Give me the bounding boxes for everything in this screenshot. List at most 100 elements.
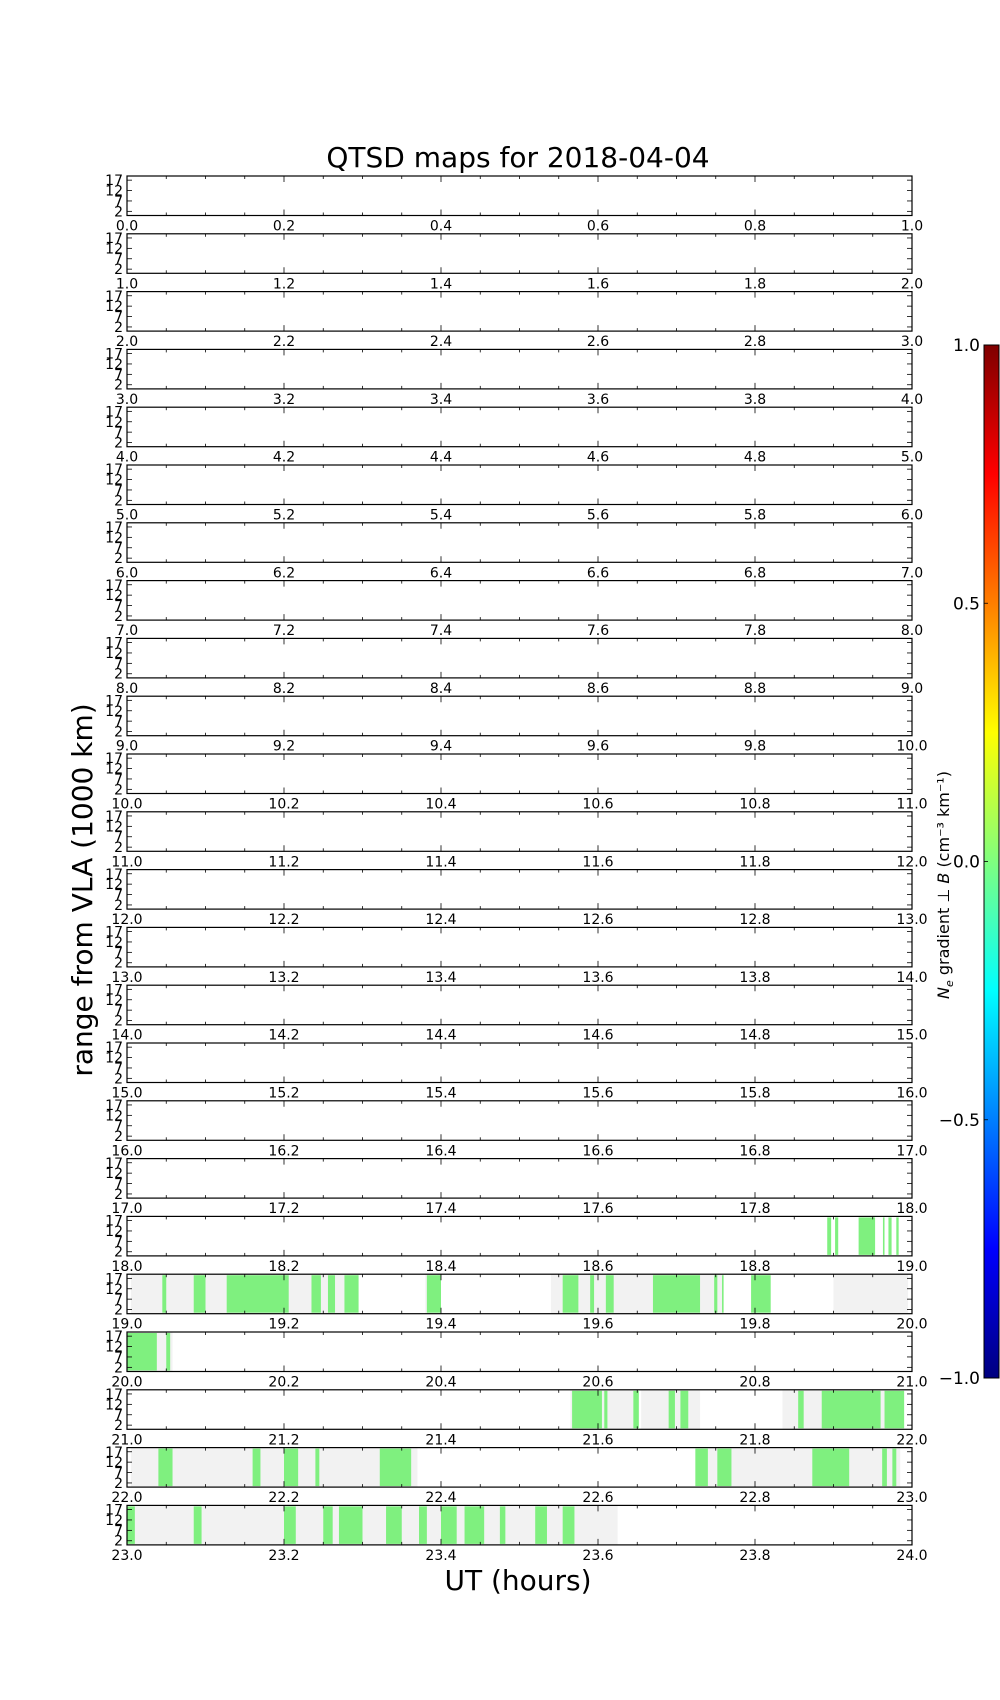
chart-title: QTSD maps for 2018-04-04 bbox=[326, 141, 709, 174]
y-tick-label: 2 bbox=[114, 320, 123, 336]
y-tick-label: 7 bbox=[114, 945, 123, 961]
x-tick-label: 13.0 bbox=[111, 970, 142, 986]
x-tick-label: 17.0 bbox=[896, 1143, 927, 1159]
panel-frame bbox=[126, 926, 913, 968]
panel-frame bbox=[126, 811, 913, 852]
x-tick-label: 9.0 bbox=[901, 681, 923, 697]
x-tick-label: 4.4 bbox=[430, 450, 452, 466]
y-tick-label: 12 bbox=[105, 704, 123, 720]
x-tick-label: 19.4 bbox=[425, 1317, 456, 1333]
y-tick-label: 2 bbox=[114, 1476, 123, 1492]
x-tick-label: 18.0 bbox=[896, 1201, 927, 1217]
x-tick-label: 8.8 bbox=[744, 681, 766, 697]
x-tick-label: 2.2 bbox=[273, 334, 295, 350]
x-tick-label: 23.0 bbox=[896, 1490, 927, 1506]
x-tick-label: 15.0 bbox=[111, 1086, 142, 1102]
x-tick-label: 9.0 bbox=[116, 739, 138, 755]
coverage-span bbox=[707, 1447, 901, 1488]
x-tick-label: 11.0 bbox=[896, 797, 927, 813]
x-tick-label: 6.0 bbox=[116, 565, 138, 581]
y-tick-label: 17 bbox=[105, 462, 123, 478]
y-tick-label: 17 bbox=[105, 1214, 123, 1230]
x-tick-label: 3.0 bbox=[116, 392, 138, 408]
y-tick-label: 12 bbox=[105, 1397, 123, 1413]
gradient-span bbox=[315, 1448, 320, 1487]
x-tick-label: 23.8 bbox=[739, 1548, 770, 1564]
x-tick-label: 6.4 bbox=[430, 565, 452, 581]
y-tick-label: 12 bbox=[105, 473, 123, 489]
gradient-span bbox=[892, 1448, 897, 1487]
x-tick-label: 12.2 bbox=[268, 912, 299, 928]
x-tick-label: 16.0 bbox=[896, 1086, 927, 1102]
y-tick-label: 17 bbox=[105, 578, 123, 594]
x-tick-label: 21.8 bbox=[739, 1432, 770, 1448]
y-tick-label: 12 bbox=[105, 1282, 123, 1298]
y-tick-label: 7 bbox=[114, 656, 123, 672]
y-tick-label: 2 bbox=[114, 1303, 123, 1319]
gradient-span bbox=[426, 1275, 441, 1313]
y-tick-label: 12 bbox=[105, 877, 123, 893]
x-tick-label: 7.0 bbox=[901, 565, 923, 581]
y-tick-label: 7 bbox=[114, 1466, 123, 1482]
y-tick-label: 12 bbox=[105, 1224, 123, 1240]
x-tick-label: 5.8 bbox=[744, 508, 766, 524]
y-tick-label: 17 bbox=[105, 636, 123, 652]
x-tick-label: 14.4 bbox=[425, 1028, 456, 1044]
colorbar-tick-label: 0.0 bbox=[953, 853, 980, 873]
x-tick-label: 12.0 bbox=[111, 912, 142, 928]
gradient-span bbox=[562, 1506, 575, 1544]
x-tick-label: 21.2 bbox=[268, 1432, 299, 1448]
x-tick-label: 10.0 bbox=[111, 797, 142, 813]
y-tick-label: 2 bbox=[114, 204, 123, 220]
y-tick-label: 12 bbox=[105, 184, 123, 200]
x-tick-label: 9.8 bbox=[744, 739, 766, 755]
x-tick-label: 11.4 bbox=[425, 854, 456, 870]
colorbar-label-e: e bbox=[943, 980, 956, 987]
y-tick-label: 17 bbox=[105, 867, 123, 883]
gradient-span bbox=[419, 1506, 427, 1544]
x-tick-label: 19.6 bbox=[582, 1317, 613, 1333]
gradient-span bbox=[464, 1506, 485, 1544]
x-tick-label: 15.2 bbox=[268, 1086, 299, 1102]
x-tick-label: 20.6 bbox=[582, 1375, 613, 1391]
gradient-span bbox=[821, 1390, 881, 1429]
x-tick-label: 10.2 bbox=[268, 797, 299, 813]
panel-frame bbox=[126, 1100, 913, 1141]
x-tick-label: 10.8 bbox=[739, 797, 770, 813]
x-tick-label: 16.2 bbox=[268, 1143, 299, 1159]
gradient-span bbox=[751, 1275, 771, 1313]
y-tick-label: 17 bbox=[105, 520, 123, 536]
y-tick-label: 7 bbox=[114, 252, 123, 268]
gradient-span bbox=[605, 1275, 614, 1313]
panel-frame bbox=[126, 1157, 913, 1199]
y-tick-label: 7 bbox=[114, 310, 123, 326]
x-tick-label: 10.0 bbox=[896, 739, 927, 755]
y-tick-label: 12 bbox=[105, 1108, 123, 1124]
x-tick-label: 4.6 bbox=[587, 450, 609, 466]
x-tick-label: 4.8 bbox=[744, 450, 766, 466]
colorbar-label: Ne gradient ⊥ B (cm⁻³ km⁻¹) bbox=[934, 771, 956, 999]
gradient-span bbox=[882, 1448, 887, 1487]
panel-frame bbox=[126, 1215, 913, 1257]
y-tick-label: 17 bbox=[105, 404, 123, 420]
y-tick-label: 7 bbox=[114, 1408, 123, 1424]
x-tick-label: 20.0 bbox=[111, 1375, 142, 1391]
y-tick-label: 17 bbox=[105, 1156, 123, 1172]
gradient-span bbox=[379, 1448, 412, 1487]
x-tick-label: 14.2 bbox=[268, 1028, 299, 1044]
gradient-span bbox=[717, 1448, 732, 1487]
y-tick-label: 7 bbox=[114, 1177, 123, 1193]
gradient-span bbox=[695, 1448, 708, 1487]
x-tick-label: 16.6 bbox=[582, 1143, 613, 1159]
gradient-span bbox=[284, 1506, 296, 1544]
x-tick-label: 12.8 bbox=[739, 912, 770, 928]
y-tick-label: 2 bbox=[114, 782, 123, 798]
